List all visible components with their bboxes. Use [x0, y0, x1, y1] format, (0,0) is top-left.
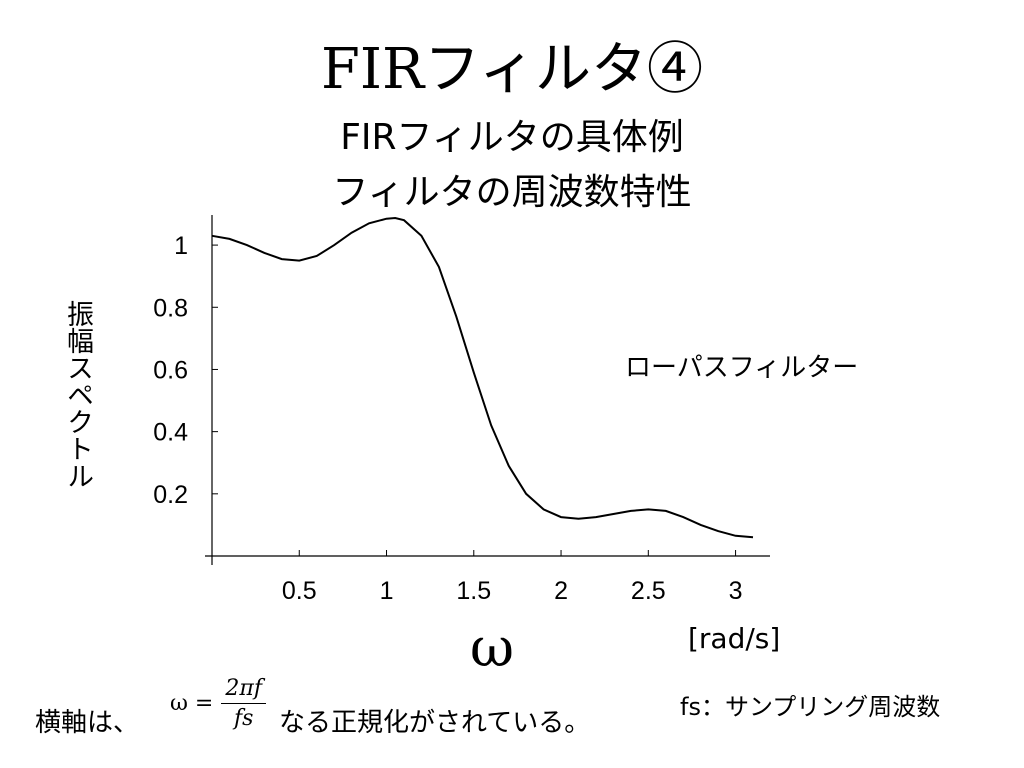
slide-subtitle-2: フィルタの周波数特性 [332, 172, 692, 213]
x-ticks: 0.5 1 1.5 2 2.5 3 [282, 550, 743, 605]
formula-numerator: 2πf [221, 676, 266, 704]
footnote: 横軸は、 なる正規化がされている。 [35, 706, 590, 740]
x-axis-unit: [rad/s] [688, 622, 781, 655]
footnote-prefix: 横軸は、 [35, 708, 140, 738]
x-tick-label: 2 [554, 577, 568, 605]
fs-note: fs：サンプリング周波数 [680, 693, 941, 721]
slide-title: FIRフィルタ④ [320, 37, 704, 102]
x-tick-label: 1 [380, 577, 394, 605]
y-tick-label: 0.4 [153, 419, 188, 447]
response-curve [211, 216, 754, 539]
y-axis-label: 振幅スペクトル [62, 300, 93, 489]
y-tick-label: 1 [174, 232, 188, 260]
footnote-suffix: なる正規化がされている。 [279, 708, 591, 738]
x-tick-label: 2.5 [631, 577, 666, 605]
y-tick-label: 0.8 [153, 294, 188, 322]
y-tick-label: 0.2 [153, 481, 188, 509]
formula-fraction: 2πf fs [221, 676, 266, 731]
x-axis-symbol: ω [470, 616, 515, 679]
x-tick-label: 3 [729, 577, 743, 605]
y-ticks: 0.2 0.4 0.6 0.8 1 [153, 232, 218, 509]
y-tick-label: 0.6 [153, 356, 188, 384]
slide-subtitle-1: FIRフィルタの具体例 [340, 117, 684, 158]
normalization-formula: ω = 2πf fs [170, 676, 266, 731]
x-tick-label: 0.5 [282, 577, 317, 605]
formula-lhs: ω = [170, 691, 214, 716]
lowpass-annotation: ローパスフィルター [625, 353, 859, 383]
formula-denominator: fs [233, 706, 254, 731]
x-tick-label: 1.5 [456, 577, 491, 605]
